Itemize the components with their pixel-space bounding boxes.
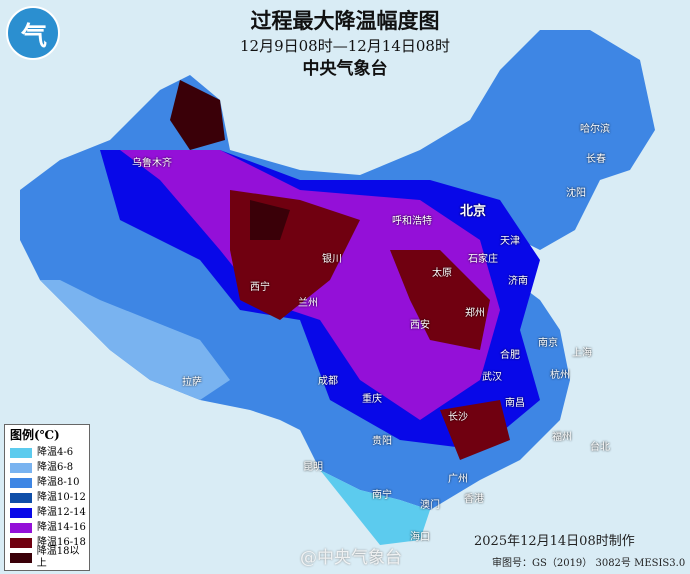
legend-item: 降温4-6 [10,445,89,460]
legend: 图例(℃) 降温4-6 降温6-8 降温8-10 降温10-12 降温12-14 降温14… [4,424,90,571]
legend-item: 降温10-12 [10,490,89,505]
legend-swatch [10,462,32,473]
city-label: 南宁 [372,490,392,501]
city-label: 石家庄 [468,254,498,265]
zone-16-18-south [440,400,510,460]
city-label: 海口 [410,532,430,543]
city-label: 武汉 [482,372,502,383]
legend-title: 图例(℃) [10,428,60,442]
legend-swatch [10,477,32,488]
city-label: 合肥 [500,350,520,361]
legend-label: 降温18以上 [36,545,80,569]
city-label: 广州 [448,474,468,485]
legend-swatch [10,537,32,548]
zone-light-west [40,280,230,400]
legend-swatch [10,552,32,563]
city-label: 郑州 [465,308,485,319]
map-subtitle: 12月9日08时—12月14日08时 [240,37,450,55]
cma-logo: 气 [6,6,60,60]
legend-item: 降温12-14 [10,505,89,520]
zone-16-18-central [390,250,490,350]
production-time: 2025年12月14日08时制作 [474,534,635,549]
legend-label: 降温16-18 [37,536,86,548]
legend-label: 降温14-16 [37,521,86,533]
city-label: 南昌 [505,398,525,409]
legend-label: 降温6-8 [37,461,74,473]
legend-label: 降温8-10 [37,476,80,488]
city-label: 哈尔滨 [580,124,610,135]
city-label: 成都 [318,376,338,387]
city-label: 昆明 [303,462,323,473]
city-label: 沈阳 [566,188,586,199]
legend-swatch [10,447,32,458]
legend-item: 降温16-18 [10,535,89,550]
city-label: 上海 [572,348,592,359]
city-label: 银川 [322,254,342,265]
city-label: 重庆 [362,394,382,405]
legend-label: 降温4-6 [37,446,74,458]
city-label: 拉萨 [182,377,202,388]
legend-item: 降温18以上 [10,546,89,569]
zone-18plus [170,80,225,150]
city-label: 长沙 [448,412,468,423]
legend-swatch [10,492,32,503]
map-title: 过程最大降温幅度图 [250,8,440,33]
city-label: 台北 [590,442,610,453]
legend-label: 降温12-14 [37,506,86,518]
city-label: 香港 [464,494,484,505]
issuer: 中央气象台 [302,59,388,79]
city-label: 乌鲁木齐 [132,158,172,169]
city-label: 兰州 [298,298,318,309]
legend-item: 降温6-8 [10,460,89,475]
city-label: 澳门 [420,500,440,511]
city-label: 贵阳 [372,436,392,447]
city-label: 南京 [538,338,558,349]
city-label: 长春 [586,154,606,165]
city-label: 太原 [432,268,452,279]
watermark: @中央气象台 [300,548,402,568]
legend-item: 降温14-16 [10,520,89,535]
legend-item: 降温8-10 [10,475,89,490]
city-label: 北京 [460,204,487,219]
zone-18plus-2 [250,200,290,240]
legend-swatch [10,507,32,518]
legend-label: 降温10-12 [37,491,86,503]
legend-swatch [10,522,32,533]
city-label: 杭州 [550,370,570,381]
review-number: 审图号：GS（2019） 3082号 MESIS3.0 [492,558,686,569]
city-label: 天津 [500,236,520,247]
city-label: 西安 [410,320,430,331]
city-label: 西宁 [250,282,270,293]
city-label: 济南 [508,276,528,287]
city-label: 福州 [552,432,572,443]
city-label: 呼和浩特 [392,216,432,227]
zone-light-south [320,470,430,545]
